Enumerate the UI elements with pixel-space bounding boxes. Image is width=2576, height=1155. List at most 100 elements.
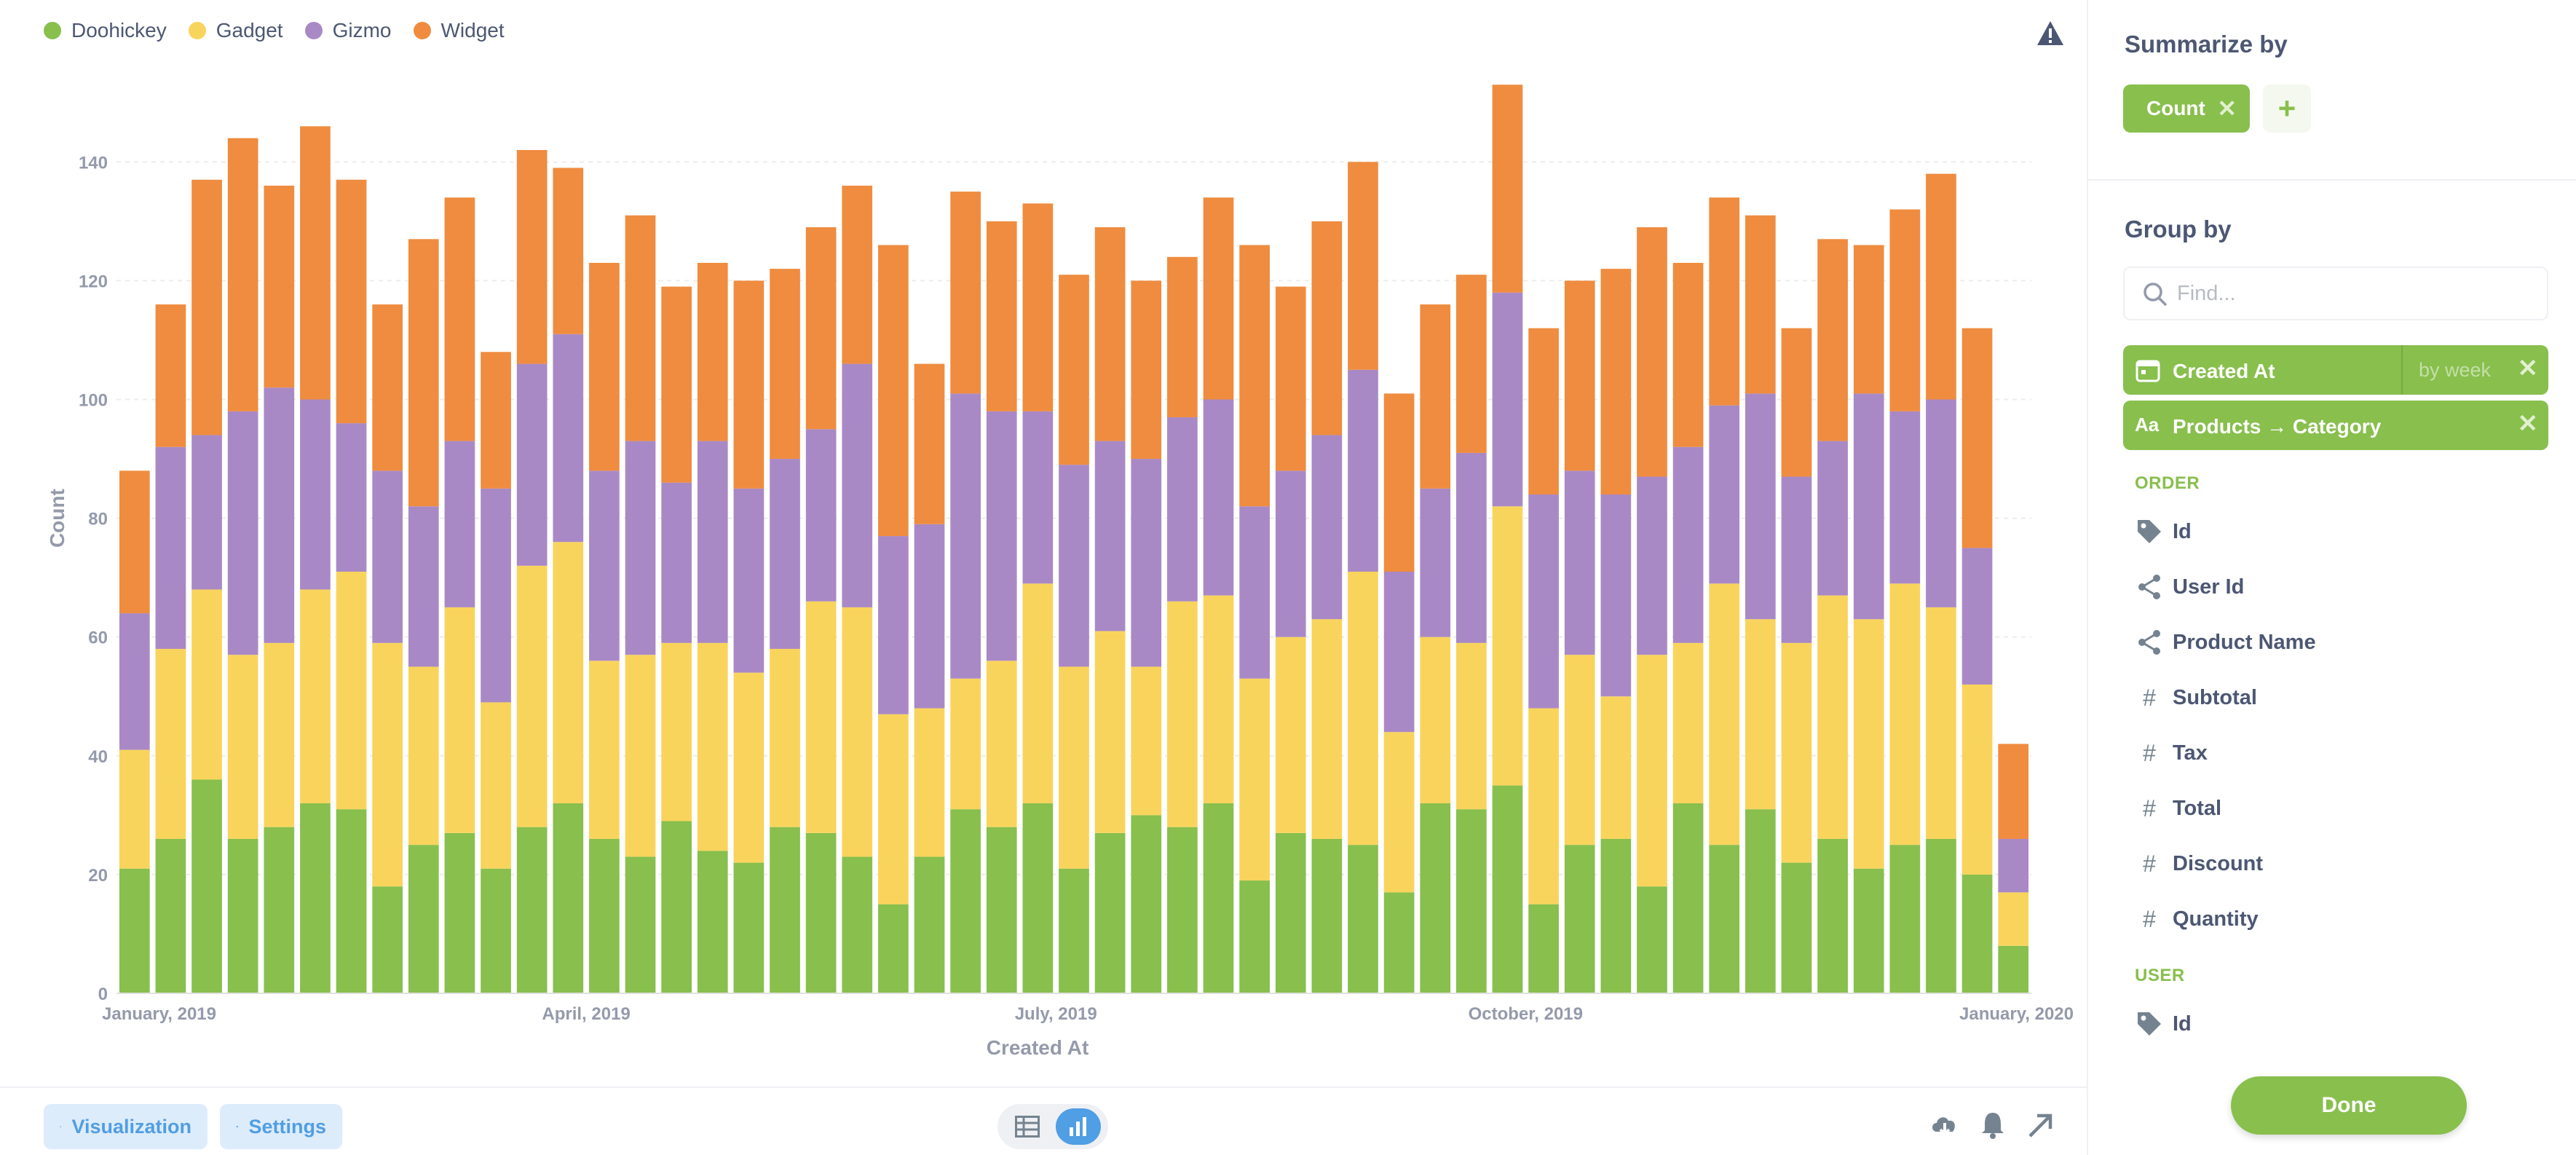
bar-segment-widget[interactable] [1564, 280, 1595, 471]
bar-segment-gizmo[interactable] [1745, 393, 1776, 620]
bar-segment-gadget[interactable] [589, 661, 620, 839]
bar-segment-gadget[interactable] [1167, 601, 1198, 827]
bar-segment-gadget[interactable] [1383, 732, 1415, 893]
bar-segment-doohickey[interactable] [481, 868, 511, 993]
bar-segment-gadget[interactable] [1131, 666, 1162, 816]
bar-segment-gizmo[interactable] [625, 441, 656, 655]
bar-segment-widget[interactable] [444, 197, 475, 441]
bar-segment-gadget[interactable] [1745, 619, 1776, 810]
bar-segment-gizmo[interactable] [372, 470, 403, 643]
bar-segment-doohickey[interactable] [625, 856, 656, 993]
bar-segment-gadget[interactable] [444, 607, 475, 833]
bar-segment-gizmo[interactable] [950, 393, 981, 679]
bar-segment-widget[interactable] [227, 138, 258, 411]
bar-segment-widget[interactable] [770, 269, 800, 460]
bar-segment-gadget[interactable] [553, 542, 584, 804]
bar-segment-widget[interactable] [697, 262, 728, 441]
bar-segment-doohickey[interactable] [1745, 809, 1776, 993]
bar-segment-widget[interactable] [155, 304, 186, 447]
chart-view-toggle[interactable] [1056, 1108, 1101, 1145]
bar-segment-doohickey[interactable] [1420, 803, 1451, 993]
bar-segment-gizmo[interactable] [300, 399, 331, 590]
bar-segment-gadget[interactable] [1853, 619, 1884, 869]
bar-segment-widget[interactable] [589, 262, 620, 471]
field-row-user-id[interactable]: User Id [2123, 564, 2548, 607]
download-icon[interactable] [1928, 1108, 1961, 1142]
bar-segment-widget[interactable] [1745, 215, 1776, 394]
bar-segment-widget[interactable] [661, 286, 692, 483]
bar-segment-doohickey[interactable] [914, 856, 945, 993]
bar-segment-widget[interactable] [1239, 245, 1270, 507]
bar-segment-widget[interactable] [1998, 744, 2029, 839]
bar-segment-gadget[interactable] [1348, 572, 1378, 845]
bar-segment-gadget[interactable] [155, 649, 186, 839]
bar-segment-widget[interactable] [119, 470, 150, 614]
bar-segment-doohickey[interactable] [986, 827, 1017, 993]
bar-segment-gadget[interactable] [697, 642, 728, 851]
bar-segment-gizmo[interactable] [589, 470, 620, 661]
bar-segment-doohickey[interactable] [1889, 845, 1921, 993]
bar-segment-gizmo[interactable] [805, 429, 837, 602]
bar-segment-gizmo[interactable] [1709, 405, 1740, 584]
bar-segment-doohickey[interactable] [191, 779, 222, 993]
warning-icon[interactable] [2036, 19, 2065, 48]
bar-segment-doohickey[interactable] [336, 809, 367, 993]
bar-segment-doohickey[interactable] [372, 886, 403, 993]
bar-segment-gadget[interactable] [1059, 666, 1089, 869]
bar-segment-gizmo[interactable] [770, 459, 800, 650]
bar-segment-gizmo[interactable] [1961, 548, 1993, 685]
bar-segment-widget[interactable] [1059, 275, 1089, 465]
bar-segment-gizmo[interactable] [1311, 435, 1343, 620]
bar-segment-gizmo[interactable] [1998, 838, 2029, 893]
bar-segment-doohickey[interactable] [1348, 845, 1378, 993]
bar-segment-widget[interactable] [1311, 221, 1343, 435]
bar-segment-gizmo[interactable] [1275, 470, 1306, 637]
bar-segment-doohickey[interactable] [842, 856, 873, 993]
bar-segment-gizmo[interactable] [481, 488, 511, 703]
field-row-quantity[interactable]: # Quantity [2123, 896, 2548, 939]
bar-segment-widget[interactable] [986, 221, 1017, 411]
bar-segment-gizmo[interactable] [1926, 399, 1956, 607]
bar-segment-gizmo[interactable] [336, 423, 367, 572]
bar-segment-widget[interactable] [805, 227, 837, 430]
bar-segment-gadget[interactable] [1998, 892, 2029, 946]
bar-segment-gizmo[interactable] [1203, 399, 1234, 596]
bar-segment-widget[interactable] [1348, 162, 1378, 370]
bar-segment-doohickey[interactable] [1059, 868, 1089, 993]
bar-segment-doohickey[interactable] [1961, 874, 1993, 993]
bar-segment-gizmo[interactable] [408, 506, 439, 667]
bar-segment-doohickey[interactable] [516, 827, 548, 993]
bar-segment-gizmo[interactable] [444, 441, 475, 607]
bar-segment-widget[interactable] [1853, 245, 1884, 394]
bar-segment-widget[interactable] [1456, 275, 1487, 453]
bar-segment-widget[interactable] [1961, 328, 1993, 548]
bar-segment-doohickey[interactable] [805, 832, 837, 993]
bar-segment-widget[interactable] [191, 179, 222, 435]
bar-segment-gizmo[interactable] [1853, 393, 1884, 620]
bar-segment-gizmo[interactable] [1600, 494, 1632, 697]
bar-segment-doohickey[interactable] [444, 832, 475, 993]
bar-segment-gizmo[interactable] [697, 441, 728, 643]
bar-segment-gadget[interactable] [1022, 583, 1054, 804]
bar-segment-widget[interactable] [842, 185, 873, 364]
bar-segment-gadget[interactable] [1600, 696, 1632, 839]
bar-segment-widget[interactable] [1637, 227, 1667, 477]
bar-segment-gizmo[interactable] [155, 446, 186, 650]
bar-segment-gizmo[interactable] [1456, 452, 1487, 643]
temporal-bin-selector[interactable]: by week [2401, 345, 2491, 395]
remove-metric-icon[interactable]: ✕ [2217, 95, 2237, 122]
bar-segment-doohickey[interactable] [950, 809, 981, 993]
bar-segment-doohickey[interactable] [155, 838, 186, 993]
bar-segment-widget[interactable] [1167, 256, 1198, 417]
bar-segment-doohickey[interactable] [1022, 803, 1054, 993]
bar-segment-doohickey[interactable] [1853, 868, 1884, 993]
bar-segment-gadget[interactable] [119, 749, 150, 869]
bar-segment-gadget[interactable] [1889, 583, 1921, 845]
bar-segment-doohickey[interactable] [697, 851, 728, 993]
field-row-product-name[interactable]: Product Name [2123, 619, 2548, 663]
bar-segment-gizmo[interactable] [1672, 446, 1704, 643]
bar-segment-gadget[interactable] [227, 655, 258, 839]
bar-segment-doohickey[interactable] [733, 862, 764, 993]
bar-segment-widget[interactable] [481, 352, 511, 489]
bar-segment-gizmo[interactable] [733, 488, 764, 673]
